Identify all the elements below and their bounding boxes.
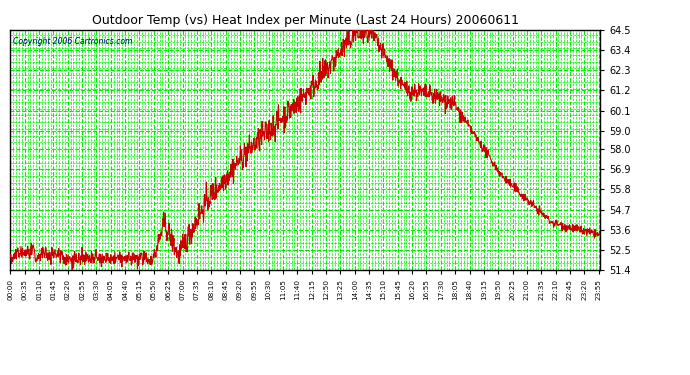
Title: Outdoor Temp (vs) Heat Index per Minute (Last 24 Hours) 20060611: Outdoor Temp (vs) Heat Index per Minute … — [92, 15, 519, 27]
Text: Copyright 2006 Cartronics.com: Copyright 2006 Cartronics.com — [13, 37, 132, 46]
